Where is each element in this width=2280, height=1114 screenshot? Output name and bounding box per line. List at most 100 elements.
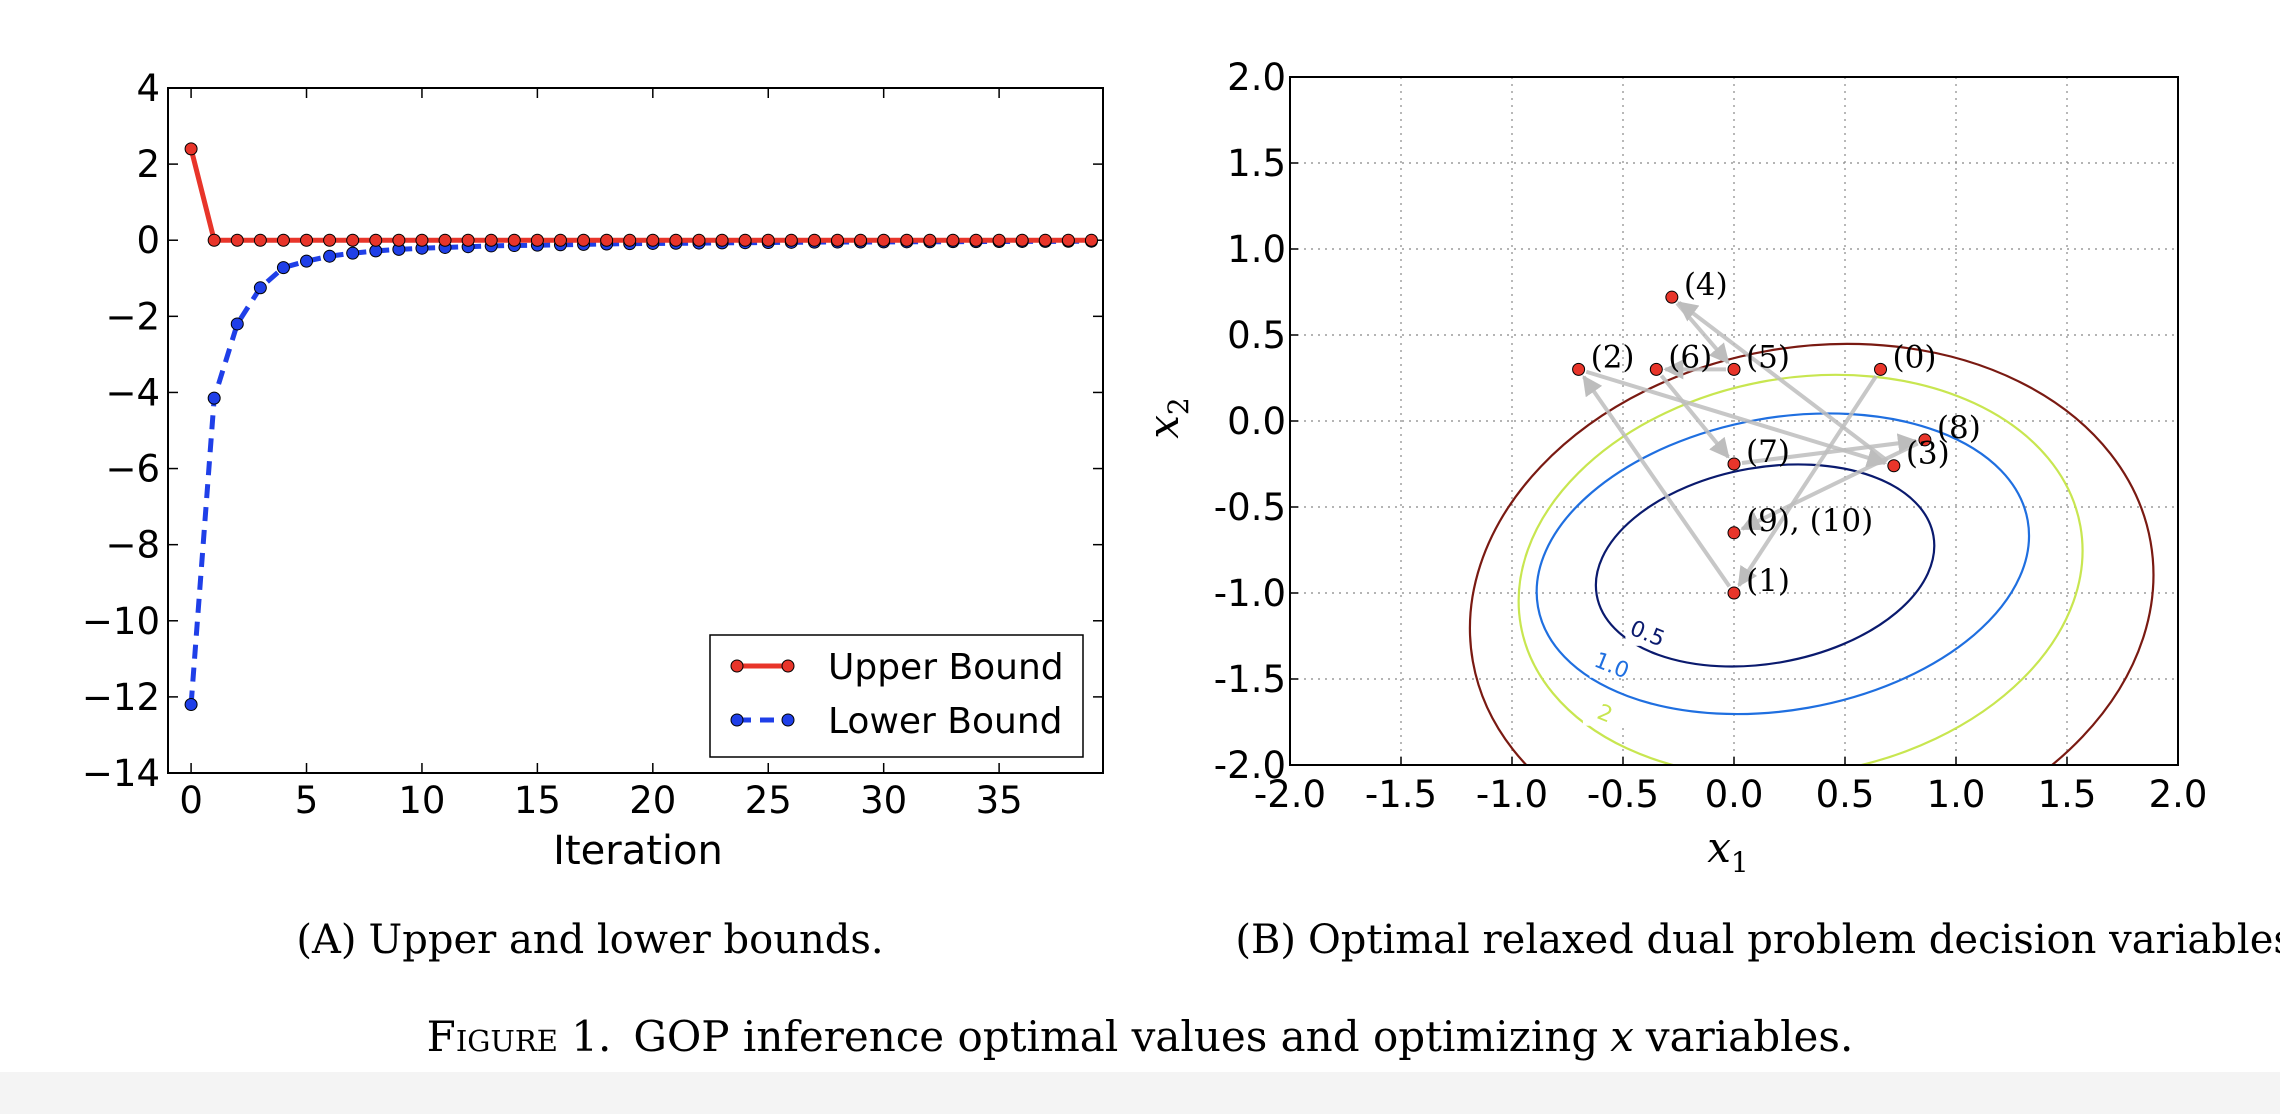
point-label: (0): [1893, 339, 1937, 375]
upper-bound-point: [692, 233, 706, 247]
iteration-arrow: [1585, 369, 1888, 468]
iteration-arrow: [1741, 433, 1918, 465]
contour-line: [1594, 463, 1936, 668]
b-y-axis-sub: 2: [1162, 397, 1195, 415]
decision-point: [1727, 362, 1741, 376]
decision-point: [1727, 457, 1741, 471]
a-y-tick-label: −6: [105, 448, 160, 491]
lower-bound-point: [276, 261, 290, 275]
b-points: [1572, 290, 1932, 600]
a-y-tick-label: 2: [136, 143, 160, 186]
point-label: (7): [1746, 434, 1790, 470]
b-point-labels: (0) (1) (2) (3) (4) (5) (6) (7) (8) (9), (10): [1591, 267, 1981, 599]
b-x-axis-sub: 1: [1731, 846, 1749, 879]
b-y-tick-label: 1.0: [1227, 228, 1286, 271]
upper-bound-point: [184, 142, 198, 156]
upper-bound-point: [877, 233, 891, 247]
legend-upper-marker-right: [781, 659, 795, 673]
b-contours: [1468, 342, 2155, 765]
upper-bound-point: [1015, 233, 1029, 247]
contour-line: [1468, 342, 2155, 765]
point-label: (1): [1746, 563, 1790, 599]
upper-bound-point: [715, 233, 729, 247]
a-x-tick-label: 10: [398, 779, 445, 822]
a-y-tick-label: 4: [136, 67, 160, 110]
lower-bound-point: [184, 698, 198, 711]
lower-bound-point: [323, 249, 337, 263]
a-x-tick-label: 5: [295, 779, 319, 822]
iteration-arrow: [1659, 374, 1730, 459]
legend: Upper Bound Lower Bound: [709, 634, 1084, 758]
upper-bound-point: [807, 233, 821, 247]
upper-bound-point: [369, 233, 383, 247]
upper-bound-point: [992, 233, 1006, 247]
upper-bound-point: [207, 233, 221, 247]
upper-bound-point: [484, 233, 498, 247]
decision-point: [1918, 433, 1932, 447]
upper-bound-point: [738, 233, 752, 247]
b-y-tick-label: -0.5: [1214, 486, 1286, 529]
b-x-tick-label: 0.0: [1705, 773, 1764, 816]
upper-bound-point: [415, 233, 429, 247]
upper-bound-point: [392, 233, 406, 247]
figure-caption: Figure 1. GOP inference optimal values an…: [427, 1012, 1854, 1061]
figure-caption-end: variables.: [1645, 1012, 1853, 1061]
upper-bound-line: [188, 148, 1092, 243]
a-x-tick-label: 15: [514, 779, 561, 822]
a-y-tick-label: −8: [105, 524, 160, 567]
b-y-tick-label: 0.5: [1227, 314, 1286, 357]
upper-bound-point: [923, 233, 937, 247]
upper-bound-point: [600, 233, 614, 247]
figure-caption-text: GOP inference optimal values and optimiz…: [633, 1012, 1598, 1061]
point-label: (9), (10): [1746, 503, 1873, 539]
upper-bound-point: [646, 233, 660, 247]
caption-b-text: Optimal relaxed dual problem decision va…: [1308, 917, 2280, 963]
decision-point: [1887, 459, 1901, 473]
legend-lower-marker-left: [730, 713, 744, 727]
upper-bound-point: [323, 233, 337, 247]
b-arrows: [1582, 301, 1919, 588]
point-label: (5): [1746, 339, 1790, 375]
contour-label-bg: [1582, 697, 1627, 726]
iteration-arrow: [1675, 301, 1730, 365]
lower-bound-point: [346, 246, 360, 260]
point-label: (2): [1591, 339, 1635, 375]
upper-bound-point: [831, 233, 845, 247]
legend-lower-label: Lower Bound: [828, 701, 1063, 742]
a-series-lines: [188, 148, 1092, 705]
lower-bound-point: [207, 391, 221, 405]
caption-a-label: (A): [296, 917, 356, 963]
upper-bound-point: [969, 233, 983, 247]
legend-upper-label: Upper Bound: [828, 647, 1064, 688]
a-x-tick-label: 30: [860, 779, 907, 822]
upper-bound-point: [1084, 233, 1098, 247]
a-y-tick-label: 0: [136, 219, 160, 262]
upper-bound-point: [946, 233, 960, 247]
upper-bound-point: [346, 233, 360, 247]
figure-caption-var: x: [1610, 1012, 1634, 1061]
upper-bound-point: [253, 233, 267, 247]
upper-bound-point: [300, 233, 314, 247]
b-x-tick-label: -2.0: [1254, 773, 1326, 816]
point-label: (8): [1937, 410, 1981, 446]
lower-bound-line: [188, 238, 1092, 705]
a-x-tick-label: 0: [179, 779, 203, 822]
decision-point: [1665, 290, 1679, 304]
b-x-axis-var: x: [1707, 823, 1731, 872]
b-x-tick-label: 2.0: [2149, 773, 2208, 816]
caption-b: (B) Optimal relaxed dual problem decision…: [1235, 917, 2280, 963]
upper-bound-point: [461, 233, 475, 247]
point-label: (6): [1668, 339, 1712, 375]
chart-panel-a: 420−2−4−6−8−10−12−14 0 5 10 15 20 25 30 35 Iter…: [82, 67, 1104, 963]
upper-bound-point: [669, 233, 683, 247]
decision-point: [1572, 362, 1586, 376]
upper-bound-point: [230, 233, 244, 247]
a-x-axis-label: Iteration: [553, 828, 723, 874]
point-label: (4): [1684, 267, 1728, 303]
b-x-tick-label: 0.5: [1816, 773, 1875, 816]
contour-line: [1517, 373, 2084, 765]
bottom-bar: [0, 1072, 2280, 1114]
a-y-tick-label: −10: [82, 600, 160, 643]
b-ticks: -2.0-2.0 -1.5 -1.5 -1.0 -1.0 -0.5 -0.5 0.0 0.0 0.…: [1214, 56, 2208, 816]
b-x-tick-label: -1.0: [1476, 773, 1548, 816]
